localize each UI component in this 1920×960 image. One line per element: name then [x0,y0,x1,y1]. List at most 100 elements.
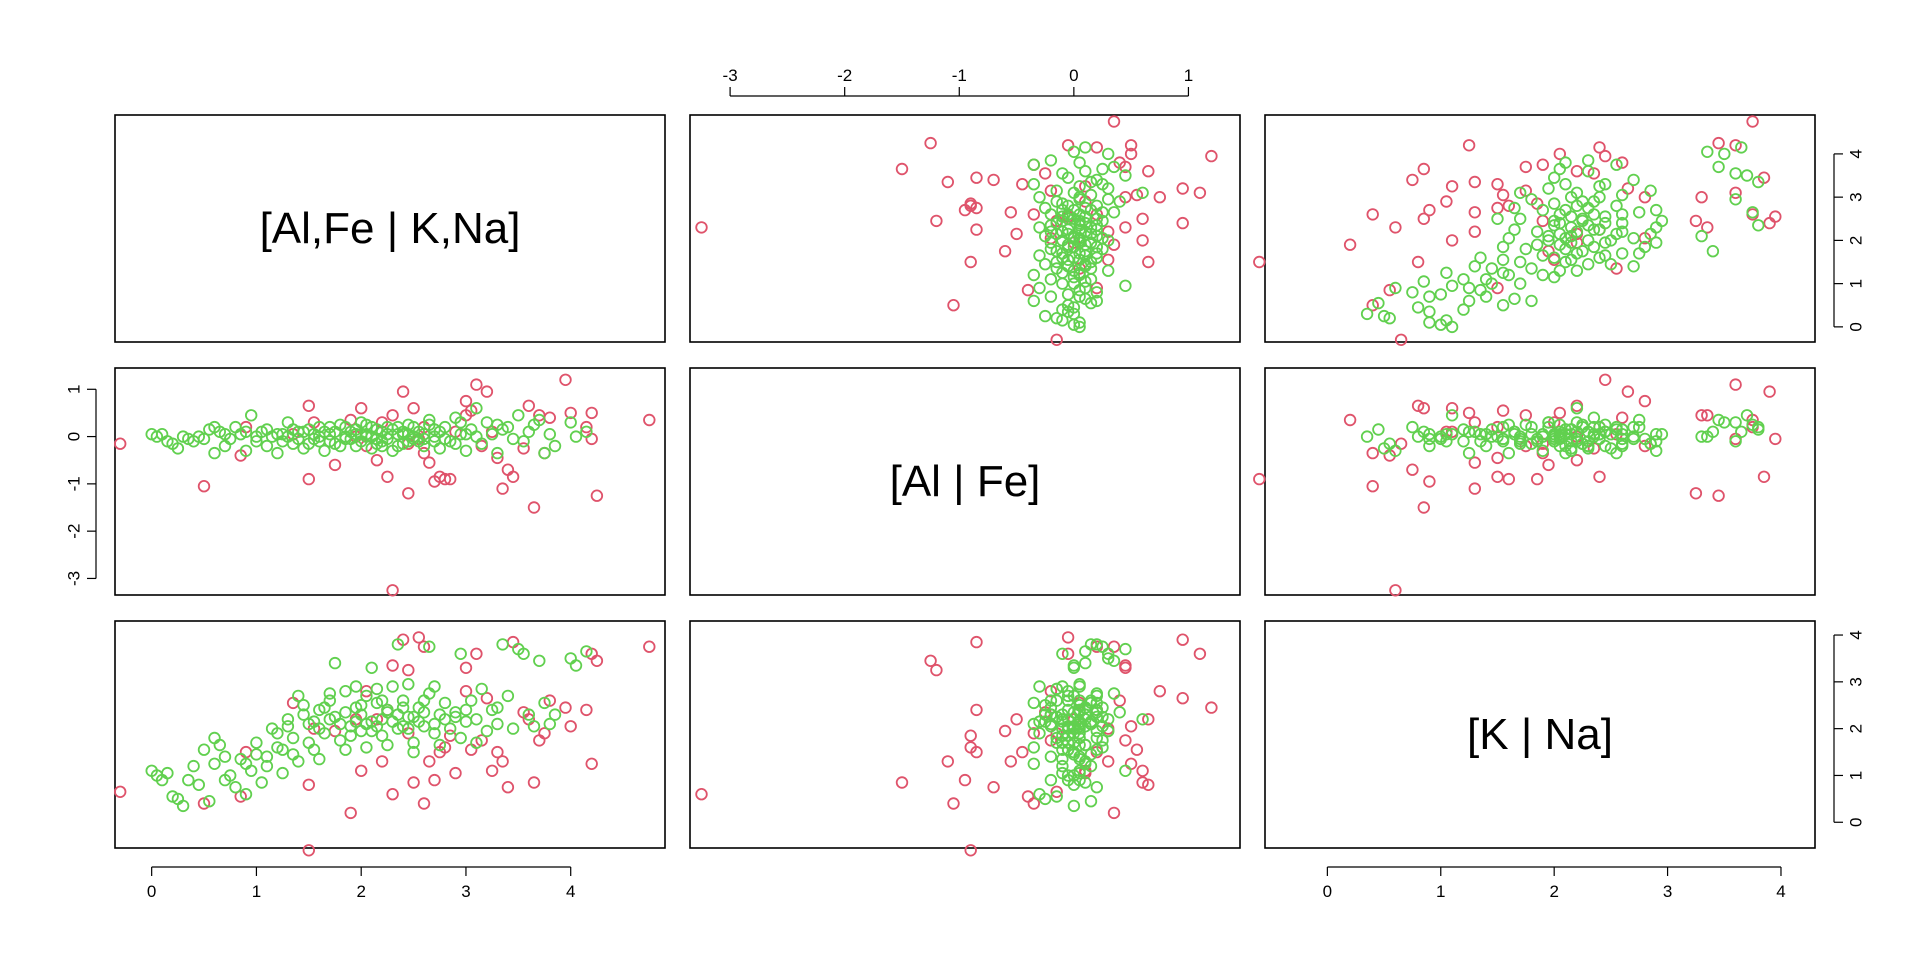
point-s1-21 [1366,446,1379,460]
point-s1-46 [1124,757,1138,771]
point-s2-14 [1508,292,1521,306]
point-s2-76 [569,659,583,672]
point-s2-117 [1485,430,1499,443]
point-s2-34 [1536,444,1550,458]
point-s1-2 [1366,299,1379,312]
point-s2-77 [580,425,593,439]
point-s1-24 [1423,475,1436,488]
panel-1-1-frame [114,114,666,343]
point-s2-35 [1615,247,1629,260]
point-s1-32 [1044,184,1058,197]
point-s2-128 [1067,186,1081,200]
point-s2-57 [438,696,452,710]
point-s1-31 [1729,186,1742,200]
point-s1-44 [1124,147,1138,161]
point-s2-81 [423,640,436,653]
point-s1-35 [1491,177,1504,191]
point-s2-19 [1033,788,1046,801]
point-s2-103 [1587,428,1601,441]
point-s1-51 [1542,458,1555,472]
point-s2-17 [1406,420,1419,434]
point-s2-67 [1559,446,1572,460]
panel-2-3-frame [1264,367,1816,596]
point-s2-131 [349,680,363,693]
point-s2-20 [1445,279,1459,293]
tick-label: -2 [65,524,84,539]
point-s2-89 [1530,238,1544,251]
point-s2-103 [1587,208,1601,221]
point-s2-20 [1445,409,1459,422]
point-s2-111 [355,428,368,441]
point-s2-50 [1096,710,1109,724]
point-s2-117 [1067,277,1081,290]
tick-label: 1 [1184,66,1193,85]
point-s1-35 [491,451,504,465]
point-s1-3 [239,745,253,759]
point-s2-82 [454,647,467,661]
point-s2-111 [1073,699,1086,712]
point-s2-136 [1090,687,1104,700]
point-s1-54 [459,661,473,675]
point-s1-41 [1519,160,1533,174]
point-s2-119 [1079,281,1092,295]
point-s2-104 [1559,203,1572,217]
point-s2-125 [381,738,394,752]
point-s1-32 [1044,734,1058,747]
point-s2-7 [1067,799,1081,813]
point-s2-84 [1553,264,1567,277]
point-s2-112 [1044,694,1058,707]
point-s1-51 [998,244,1012,258]
point-s2-115 [271,727,284,740]
point-s2-18 [1474,428,1487,441]
point-s2-75 [1718,147,1731,161]
point-s2-134 [1649,435,1663,448]
point-s2-113 [1598,425,1612,439]
point-s2-7 [1360,307,1374,321]
point-s1-35 [491,745,504,759]
point-s2-134 [428,435,441,448]
point-s2-132 [370,437,384,450]
point-s1-29 [459,394,473,408]
point-s1-6 [302,844,316,857]
axes-layer: -3 -2 -1 0 1 0 1 2 3 4 -3 -2 -1 0 1 0 1 2 3 4 0 1 2 3 4 0 1 2 3 4 [65,66,1866,901]
point-s1-37 [501,781,515,794]
point-s1-52 [1587,167,1601,180]
diagonal-label-3: [K | Na] [1467,710,1613,759]
point-s1-36 [1468,175,1482,189]
bottom-axis-v3: 0 1 2 3 4 [1323,866,1786,901]
point-s1-10 [355,402,368,415]
point-s2-133 [402,678,415,691]
point-s2-23 [1044,273,1058,286]
point-s2-138 [1044,708,1058,721]
point-s2-83 [496,638,509,651]
point-s2-8 [1423,305,1436,318]
point-s2-113 [396,701,410,714]
point-s2-71 [522,708,536,721]
point-s1-15 [1701,221,1714,234]
point-s1-19 [1136,776,1149,789]
point-s2-74 [543,428,557,441]
point-s2-127 [1508,201,1521,215]
point-s2-12 [208,731,221,745]
point-s2-15 [1044,773,1058,787]
point-s1-19 [1417,402,1431,415]
point-s2-116 [1496,266,1510,280]
point-s2-116 [276,743,289,756]
point-s2-133 [1073,678,1086,691]
point-s2-130 [506,722,520,735]
point-s2-9 [1457,435,1470,448]
point-s2-25 [1027,741,1041,754]
point-s2-47 [1649,221,1663,234]
point-s2-28 [286,731,300,745]
point-s2-29 [1468,425,1482,439]
point-s1-8 [1343,238,1357,251]
panel-3-3: [K | Na] [1264,620,1816,849]
point-s1-14 [695,788,708,801]
point-s2-30 [1038,258,1052,271]
point-s2-126 [1491,212,1504,226]
point-s2-133 [402,428,415,441]
point-s2-119 [1462,281,1476,295]
point-s1-2 [197,480,211,493]
point-s2-26 [1440,266,1453,280]
